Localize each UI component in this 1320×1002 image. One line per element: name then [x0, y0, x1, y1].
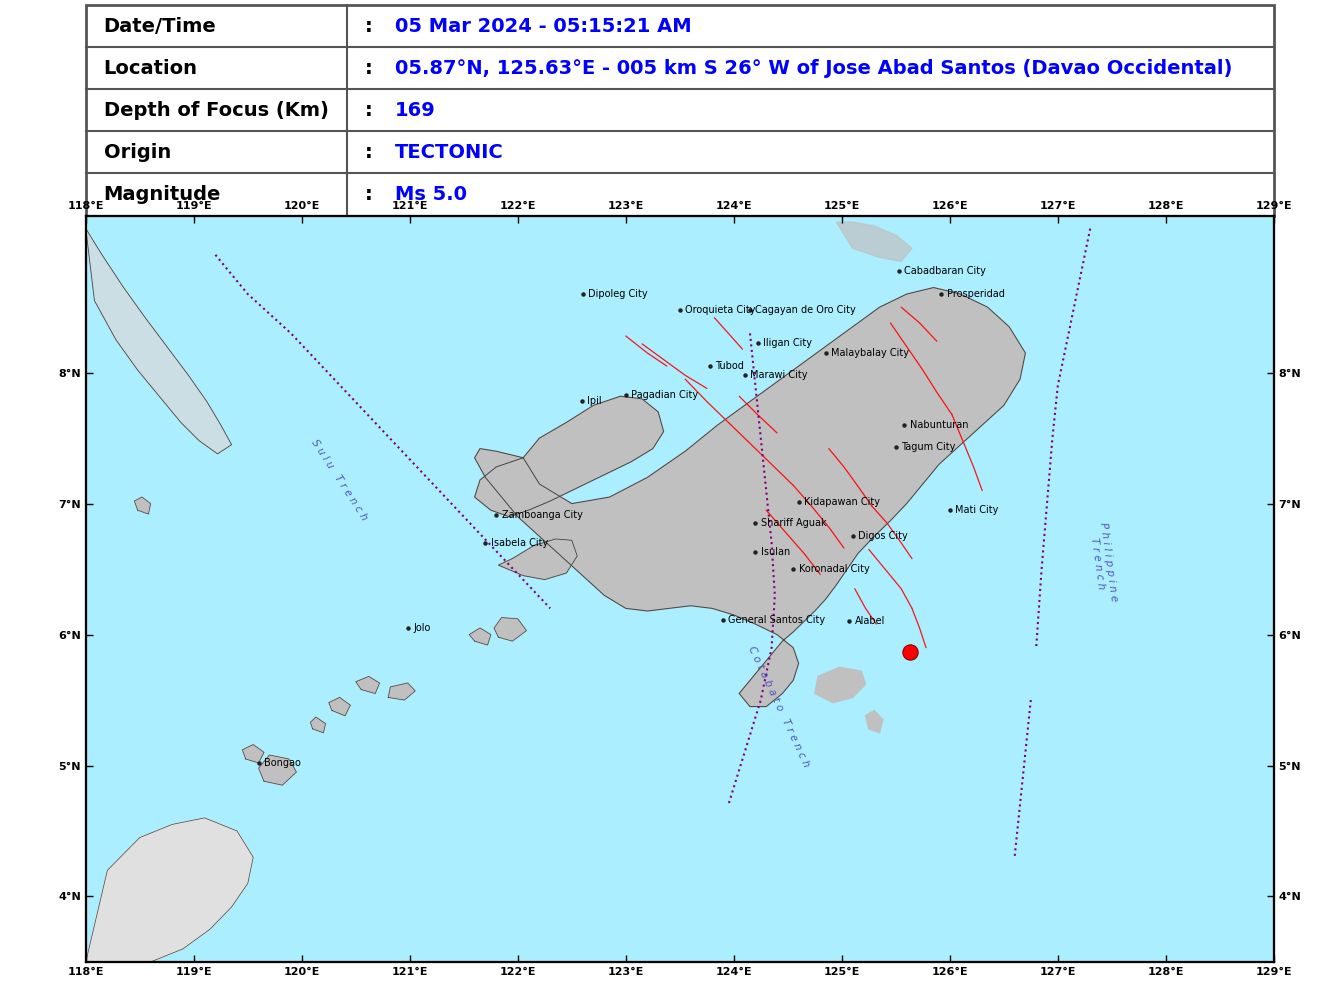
Text: Isabela City: Isabela City — [491, 538, 548, 548]
Text: Tubod: Tubod — [715, 361, 744, 371]
Text: Digos City: Digos City — [858, 531, 908, 541]
Text: Iligan City: Iligan City — [763, 338, 812, 348]
Polygon shape — [259, 756, 297, 786]
Polygon shape — [475, 288, 1026, 706]
Polygon shape — [243, 744, 264, 763]
Text: Ipil: Ipil — [587, 397, 602, 407]
Text: Alabel: Alabel — [855, 616, 886, 626]
Polygon shape — [388, 683, 416, 700]
Text: Origin: Origin — [103, 143, 170, 162]
Text: :: : — [364, 59, 372, 78]
Polygon shape — [135, 497, 150, 514]
Text: Nabunturan: Nabunturan — [909, 420, 969, 430]
Polygon shape — [469, 628, 491, 645]
Text: Cabadbaran City: Cabadbaran City — [904, 266, 986, 276]
Text: Mati City: Mati City — [956, 505, 998, 515]
Polygon shape — [499, 539, 577, 579]
Text: Dipoleg City: Dipoleg City — [587, 290, 648, 300]
Text: Zamboanga City: Zamboanga City — [502, 510, 582, 520]
Text: Location: Location — [103, 59, 198, 78]
Polygon shape — [475, 396, 664, 517]
Text: :: : — [364, 185, 372, 204]
Text: Isulan: Isulan — [760, 547, 791, 557]
Text: Kidapawan City: Kidapawan City — [804, 497, 880, 507]
Text: Prosperidad: Prosperidad — [946, 290, 1005, 300]
Polygon shape — [866, 710, 883, 732]
Text: Oroquieta City: Oroquieta City — [685, 305, 755, 315]
Text: Jolo: Jolo — [413, 623, 430, 633]
Text: Marawi City: Marawi City — [750, 371, 808, 381]
Polygon shape — [329, 697, 350, 715]
Text: Tagum City: Tagum City — [902, 442, 956, 452]
Text: :: : — [364, 143, 372, 162]
Text: Shariff Aguak: Shariff Aguak — [760, 518, 826, 528]
Text: Bongao: Bongao — [264, 758, 301, 768]
Polygon shape — [310, 717, 326, 732]
Text: Depth of Focus (Km): Depth of Focus (Km) — [103, 101, 329, 120]
Text: Ms 5.0: Ms 5.0 — [395, 185, 467, 204]
Text: Magnitude: Magnitude — [103, 185, 220, 204]
Polygon shape — [86, 228, 231, 454]
Text: Date/Time: Date/Time — [103, 17, 216, 35]
Text: S u l u   T r e n c h: S u l u T r e n c h — [310, 438, 370, 522]
Text: TECTONIC: TECTONIC — [395, 143, 503, 162]
Text: General Santos City: General Santos City — [729, 615, 825, 625]
Polygon shape — [86, 818, 253, 962]
Text: :: : — [364, 17, 372, 35]
Text: Pagadian City: Pagadian City — [631, 390, 698, 400]
Polygon shape — [837, 222, 912, 262]
Text: C o t a b a t o   T r e n c h: C o t a b a t o T r e n c h — [747, 644, 812, 769]
Text: 169: 169 — [395, 101, 436, 120]
Text: Malaybalay City: Malaybalay City — [832, 348, 909, 358]
Text: P h i l i p p i n e
T r e n c h: P h i l i p p i n e T r e n c h — [1086, 521, 1119, 603]
Polygon shape — [356, 676, 380, 693]
Polygon shape — [814, 667, 866, 702]
Text: 05 Mar 2024 - 05:15:21 AM: 05 Mar 2024 - 05:15:21 AM — [395, 17, 692, 35]
Text: 05.87°N, 125.63°E - 005 km S 26° W of Jose Abad Santos (Davao Occidental): 05.87°N, 125.63°E - 005 km S 26° W of Jo… — [395, 59, 1232, 78]
Text: :: : — [364, 101, 372, 120]
Text: Cagayan de Oro City: Cagayan de Oro City — [755, 305, 857, 315]
Polygon shape — [494, 617, 527, 641]
Text: Koronadal City: Koronadal City — [799, 564, 870, 574]
